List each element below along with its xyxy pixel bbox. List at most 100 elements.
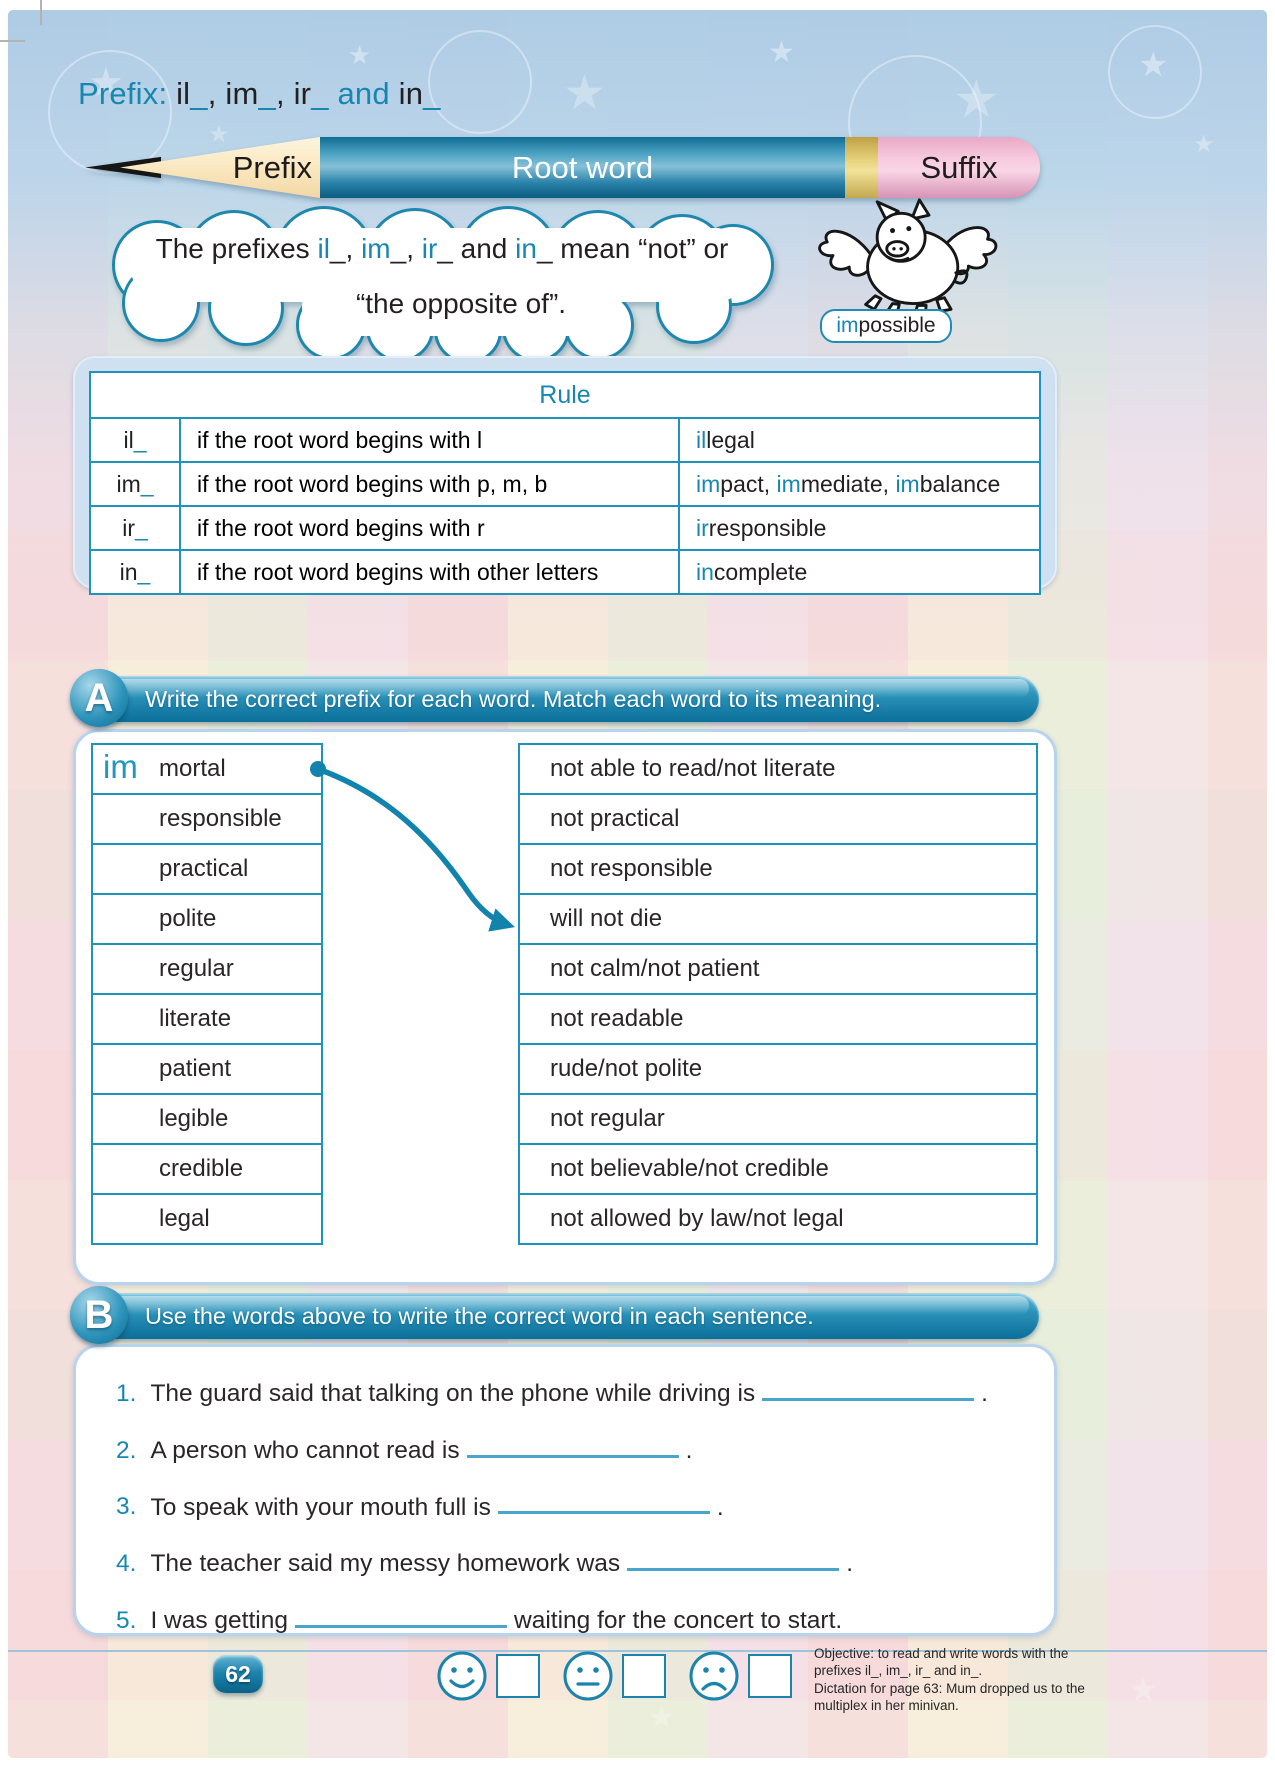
sentence-text: . — [685, 1436, 693, 1464]
cloud-text-line2: “the opposite of”. — [355, 288, 567, 319]
rule-example: irresponsible — [678, 505, 1041, 551]
text-part: and — [328, 76, 399, 111]
neutral-checkbox[interactable] — [622, 1654, 666, 1698]
word-box[interactable]: practical — [91, 843, 323, 895]
crop-mark — [0, 40, 25, 42]
word-list: im mortal responsible practical polite regula… — [91, 743, 323, 1245]
page-title: Prefix: il_, im_, ir_ and in_ — [78, 76, 441, 112]
sad-face-icon[interactable] — [688, 1650, 740, 1702]
meaning-label: rude/not polite — [550, 1055, 703, 1082]
word-label: polite — [159, 905, 217, 932]
text-part: , — [207, 76, 226, 111]
section-b-badge: B — [70, 1286, 128, 1344]
word-label: regular — [159, 955, 234, 982]
meaning-label: not regular — [550, 1105, 665, 1132]
text-part: in — [398, 76, 424, 111]
word-box[interactable]: im mortal — [91, 743, 323, 795]
answer-blank[interactable] — [295, 1604, 507, 1629]
text-part: _ — [133, 426, 147, 453]
meaning-box[interactable]: not calm/not patient — [518, 943, 1038, 995]
meaning-box[interactable]: will not die — [518, 893, 1038, 945]
pig-caption: im possible — [820, 309, 952, 343]
text-part: im — [361, 233, 391, 264]
text-part: ir — [421, 233, 438, 264]
rule-text: if the root word begins with p, m, b — [179, 461, 680, 507]
text-part: in — [515, 233, 537, 264]
word-box[interactable]: patient — [91, 1043, 323, 1095]
crop-mark — [40, 0, 42, 25]
word-box[interactable]: regular — [91, 943, 323, 995]
sentence-text: The guard said that talking on the phone… — [150, 1379, 756, 1407]
text-part: _ — [137, 558, 151, 585]
happy-checkbox[interactable] — [496, 1654, 540, 1698]
meaning-label: not readable — [550, 1005, 684, 1032]
meaning-box[interactable]: not practical — [518, 793, 1038, 845]
rule-text: if the root word begins with r — [179, 505, 680, 551]
text-part: im — [225, 76, 259, 111]
meaning-box[interactable]: rude/not polite — [518, 1043, 1038, 1095]
text-part: mean “not” or — [552, 233, 729, 264]
text-part: im — [116, 470, 141, 497]
word-box[interactable]: responsible — [91, 793, 323, 845]
text-part: ir — [696, 514, 709, 541]
word-box[interactable]: legible — [91, 1093, 323, 1145]
text-part: _ — [390, 233, 407, 264]
star-decoration: ★ — [1128, 1671, 1159, 1709]
pencil-root-word-label: Root word — [511, 149, 654, 185]
meaning-label: not practical — [550, 805, 680, 832]
text-part: Prefix: — [78, 76, 177, 111]
sentence-number: 1. — [116, 1379, 137, 1407]
rule-text: if the root word begins with other lette… — [179, 549, 680, 595]
rule-example: incomplete — [678, 549, 1041, 595]
footer-objective: Objective: to read and write words with … — [814, 1645, 1114, 1714]
sentence-row: 4. The teacher said my messy homework was… — [116, 1547, 1034, 1578]
cloud-text-line1: The prefixes il_, im_, ir_ and in_ mean … — [116, 233, 768, 265]
sentence-text: waiting for the concert to start. — [514, 1607, 843, 1635]
word-box[interactable]: legal — [91, 1193, 323, 1245]
sentence-row: 3. To speak with your mouth full is. — [116, 1491, 1034, 1522]
sentence-text: The teacher said my messy homework was — [150, 1550, 621, 1578]
rule-prefix: ir_ — [89, 505, 181, 551]
word-box[interactable]: literate — [91, 993, 323, 1045]
meaning-box[interactable]: not readable — [518, 993, 1038, 1045]
neutral-face-icon[interactable] — [562, 1650, 614, 1702]
section-a-header: A Write the correct prefix for each word… — [70, 669, 1039, 727]
rule-table-header: Rule — [89, 371, 1041, 419]
rule-row: il_ if the root word begins with l illegal — [89, 417, 1041, 463]
answer-blank[interactable] — [627, 1547, 840, 1572]
word-box[interactable]: credible — [91, 1143, 323, 1195]
answer-blank[interactable] — [762, 1377, 975, 1401]
text-part: _ — [258, 76, 276, 111]
answer-blank[interactable] — [466, 1434, 679, 1458]
meaning-box[interactable]: not believable/not credible — [518, 1143, 1038, 1195]
section-b-instruction: Use the words above to write the correct… — [145, 1303, 814, 1329]
face-option-neutral — [562, 1650, 666, 1702]
sentence-number: 3. — [116, 1493, 137, 1521]
meaning-box[interactable]: not allowed by law/not legal — [518, 1193, 1038, 1245]
meaning-box[interactable]: not regular — [518, 1093, 1038, 1145]
text-part: _ — [329, 233, 346, 264]
meaning-box[interactable]: not responsible — [518, 843, 1038, 895]
star-decoration: ★ — [563, 67, 607, 120]
word-label: legal — [159, 1205, 210, 1232]
text-part: complete — [713, 558, 808, 585]
pencil-diagram: Prefix Root word Suffix — [85, 137, 1040, 198]
rule-table-body: il_ if the root word begins with l illegal… — [89, 417, 1041, 595]
word-label: responsible — [159, 805, 282, 832]
text-part: _ — [190, 76, 208, 111]
rule-table: Rule il_ if the root word begins with l il… — [89, 371, 1041, 595]
text-part: im — [836, 314, 859, 337]
footer-divider — [8, 1650, 1267, 1652]
happy-face-icon[interactable] — [436, 1650, 488, 1702]
word-label: practical — [159, 855, 249, 882]
word-label: credible — [159, 1155, 244, 1182]
answer-blank[interactable] — [497, 1491, 710, 1515]
meaning-box[interactable]: not able to read/not literate — [518, 743, 1038, 795]
star-decoration: ★ — [348, 40, 372, 70]
word-box[interactable]: polite — [91, 893, 323, 945]
pencil-wood-section: Prefix — [120, 137, 320, 198]
sad-checkbox[interactable] — [748, 1654, 792, 1698]
text-part: im — [776, 470, 801, 497]
meaning-label: not calm/not patient — [550, 955, 760, 982]
sentence-text: . — [846, 1550, 853, 1578]
